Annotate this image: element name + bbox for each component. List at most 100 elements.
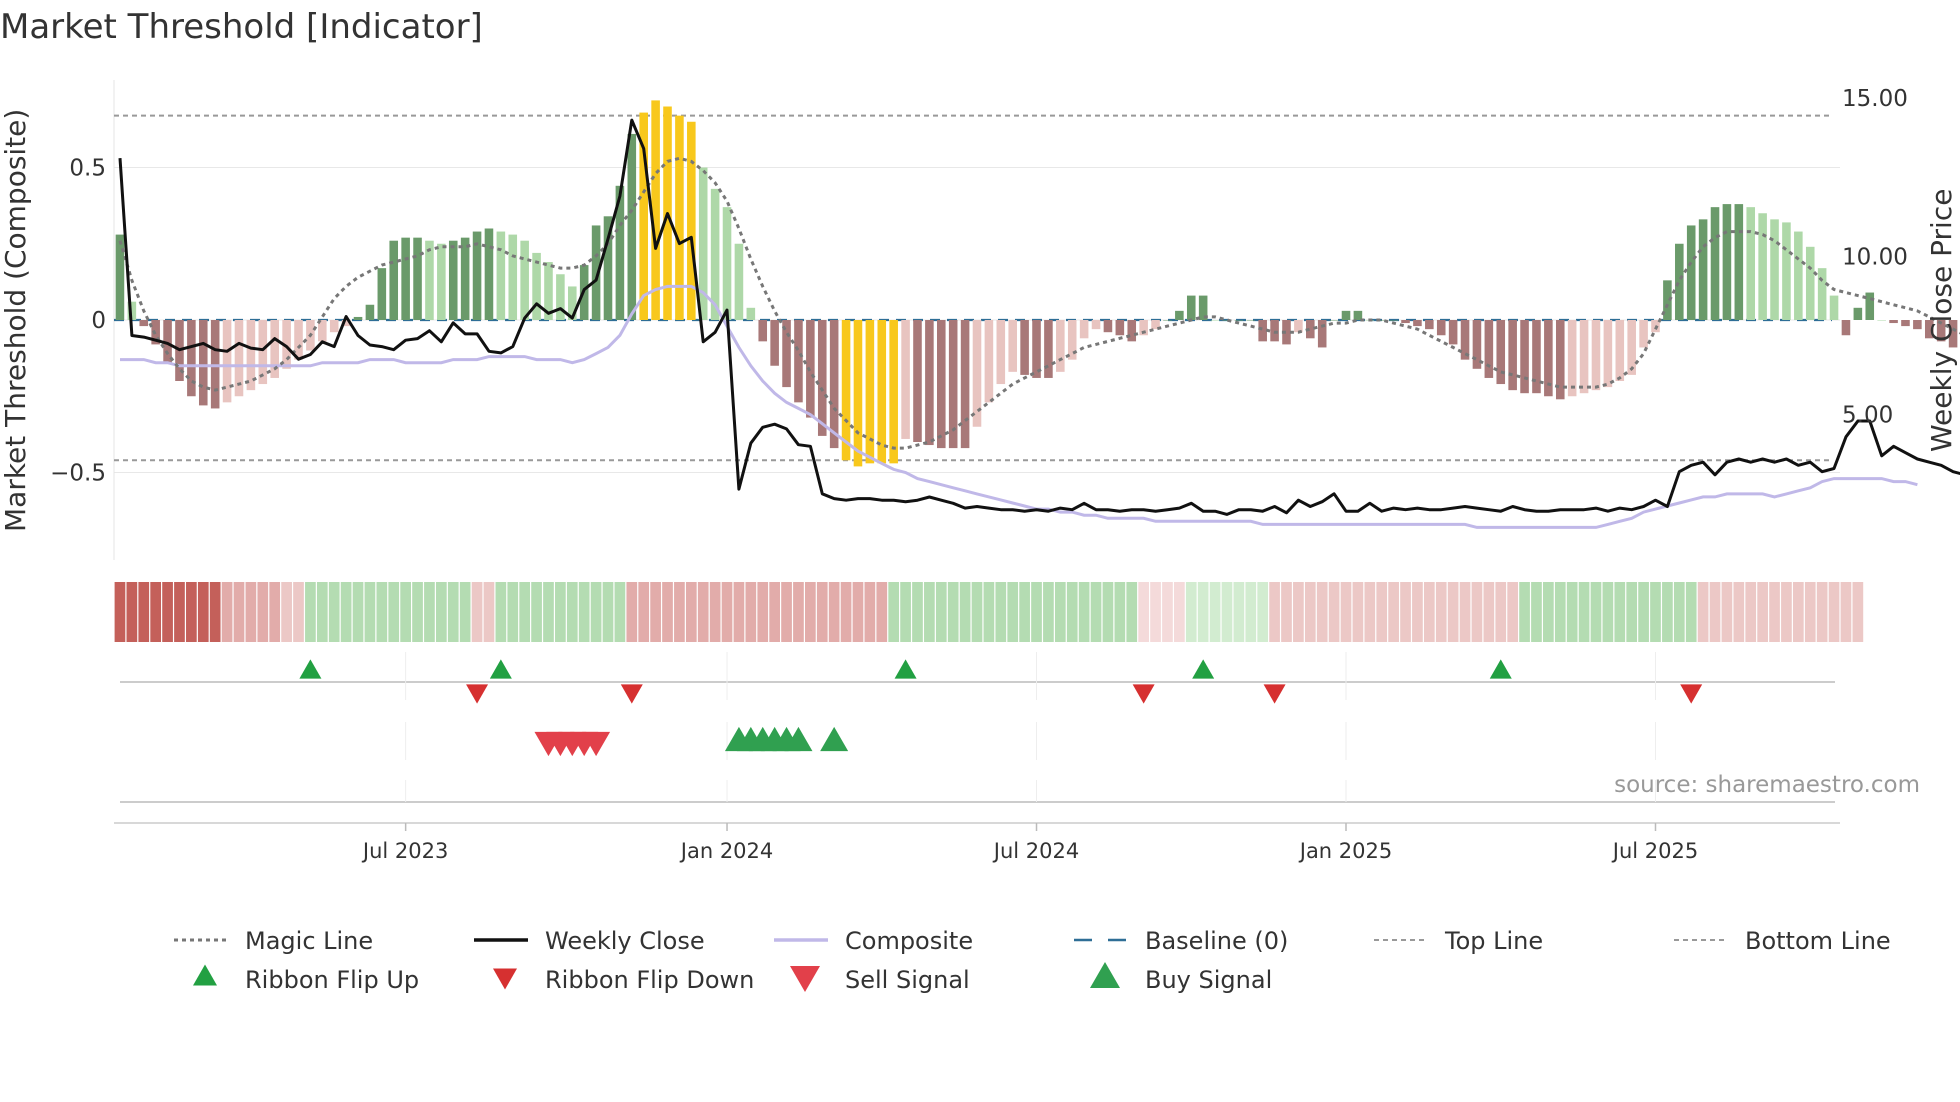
histogram-bar [353,316,363,320]
ribbon-cell [209,582,221,642]
ribbon-cell [1662,582,1673,642]
ribbon-cell [1090,582,1102,642]
ribbon-cell [281,582,292,642]
left-tick-label: 0.5 [69,156,106,182]
histogram-bar [1091,320,1101,330]
ribbon-cell [197,582,209,642]
ribbon-cell [1673,582,1685,642]
histogram-bar [1770,219,1779,320]
right-tick-label: 10.00 [1842,244,1908,270]
ribbon-cell [828,582,840,642]
ribbon-cell [1721,582,1733,642]
ribbon-cell [1828,582,1840,642]
ribbon-cell [959,582,971,642]
legend-item-buy-signal: Buy Signal [1090,961,1272,994]
ribbon-cell [1304,582,1316,642]
ribbon-flip-up-marker [894,659,917,679]
ribbon-cell [471,582,483,642]
histogram-bar [1294,320,1303,333]
histogram-bar [1924,320,1934,339]
histogram-bar [1722,204,1732,320]
legend-label: Sell Signal [845,966,970,994]
ribbon-cell [1566,582,1578,642]
left-axis-label: Market Threshold (Composite) [0,109,32,532]
ribbon-cell [1269,582,1280,642]
histogram-bar [782,320,791,388]
buy-signal-marker [784,726,813,752]
ribbon-cell [328,582,340,642]
ribbon-cell [1495,582,1507,642]
histogram-bar [901,320,910,439]
histogram-bar [651,100,660,321]
histogram-bar [1698,219,1708,320]
histogram-bar [1627,320,1636,375]
histogram-bar [1782,222,1791,320]
right-tick-label: 5.00 [1842,403,1893,429]
histogram-bar [294,320,303,360]
ribbon-cell [245,582,257,642]
ribbon-cell [983,582,995,642]
ribbon-cell [876,582,888,642]
ribbon-cell [293,582,304,642]
histogram-bar [437,243,446,320]
ribbon-cell [1400,582,1411,642]
ribbon-cell [912,582,923,642]
legend-item-top-line: Top Line [1374,927,1543,955]
ribbon-cell [507,582,519,642]
legend-item-sell-signal: Sell Signal [790,965,970,994]
composite-line [120,284,1918,529]
ribbon-cell [221,582,233,642]
histogram-bar [1484,320,1494,378]
ribbon-cell [1197,582,1209,642]
ribbon-cell [162,582,173,642]
histogram-bar [198,320,208,406]
ribbon-cell [1281,582,1292,642]
ribbon-cell [543,582,554,642]
histogram-bar [1389,320,1398,321]
ribbon-cell [1257,582,1269,642]
legend-label: Baseline (0) [1145,927,1288,955]
ribbon-cell [662,582,673,642]
histogram-bar [1222,320,1232,321]
ribbon-cell [1507,582,1519,642]
ribbon-cell [1602,582,1614,642]
ribbon-cell [1293,582,1304,642]
legend-label: Composite [845,927,973,955]
histogram-bar [246,320,256,391]
histogram-bar [1841,320,1851,336]
histogram-bar [318,320,327,342]
legend-item-weekly-close: Weekly Close [474,927,705,955]
legend-swatch [1090,961,1120,989]
histogram-bar [1794,231,1803,320]
histogram-bar [460,237,470,320]
histogram-bar [1341,310,1351,320]
ribbon-cell [840,582,852,642]
histogram-bar [1425,320,1434,330]
ribbon-cell [769,582,780,642]
ribbon-cell [364,582,376,642]
histogram-bar [1532,320,1541,394]
histogram-bar [1639,320,1648,348]
histogram-bar [532,252,541,320]
histogram-bar [115,234,125,320]
buy-signal-marker [820,726,849,752]
histogram-bar [139,320,149,327]
legend-label: Magic Line [245,927,373,955]
histogram-bar [1520,320,1529,394]
histogram-bar [1555,320,1565,400]
legend-item-bottom-line: Bottom Line [1674,927,1891,955]
histogram-bar [1044,320,1053,378]
histogram-bar [1603,320,1613,388]
histogram-bar [1734,204,1744,320]
ribbon-cell [1650,582,1661,642]
ribbon-cell [435,582,447,642]
histogram-bar [1829,295,1839,320]
histogram-bar [401,237,410,320]
ribbon-cell [1697,582,1709,642]
ribbon-cell [793,582,804,642]
ribbon-cell [1233,582,1245,642]
histogram-bar [544,262,553,320]
histogram-bar [1020,320,1029,375]
ribbon-cell [1328,582,1340,642]
source-label: source: sharemaestro.com [1614,772,1920,798]
